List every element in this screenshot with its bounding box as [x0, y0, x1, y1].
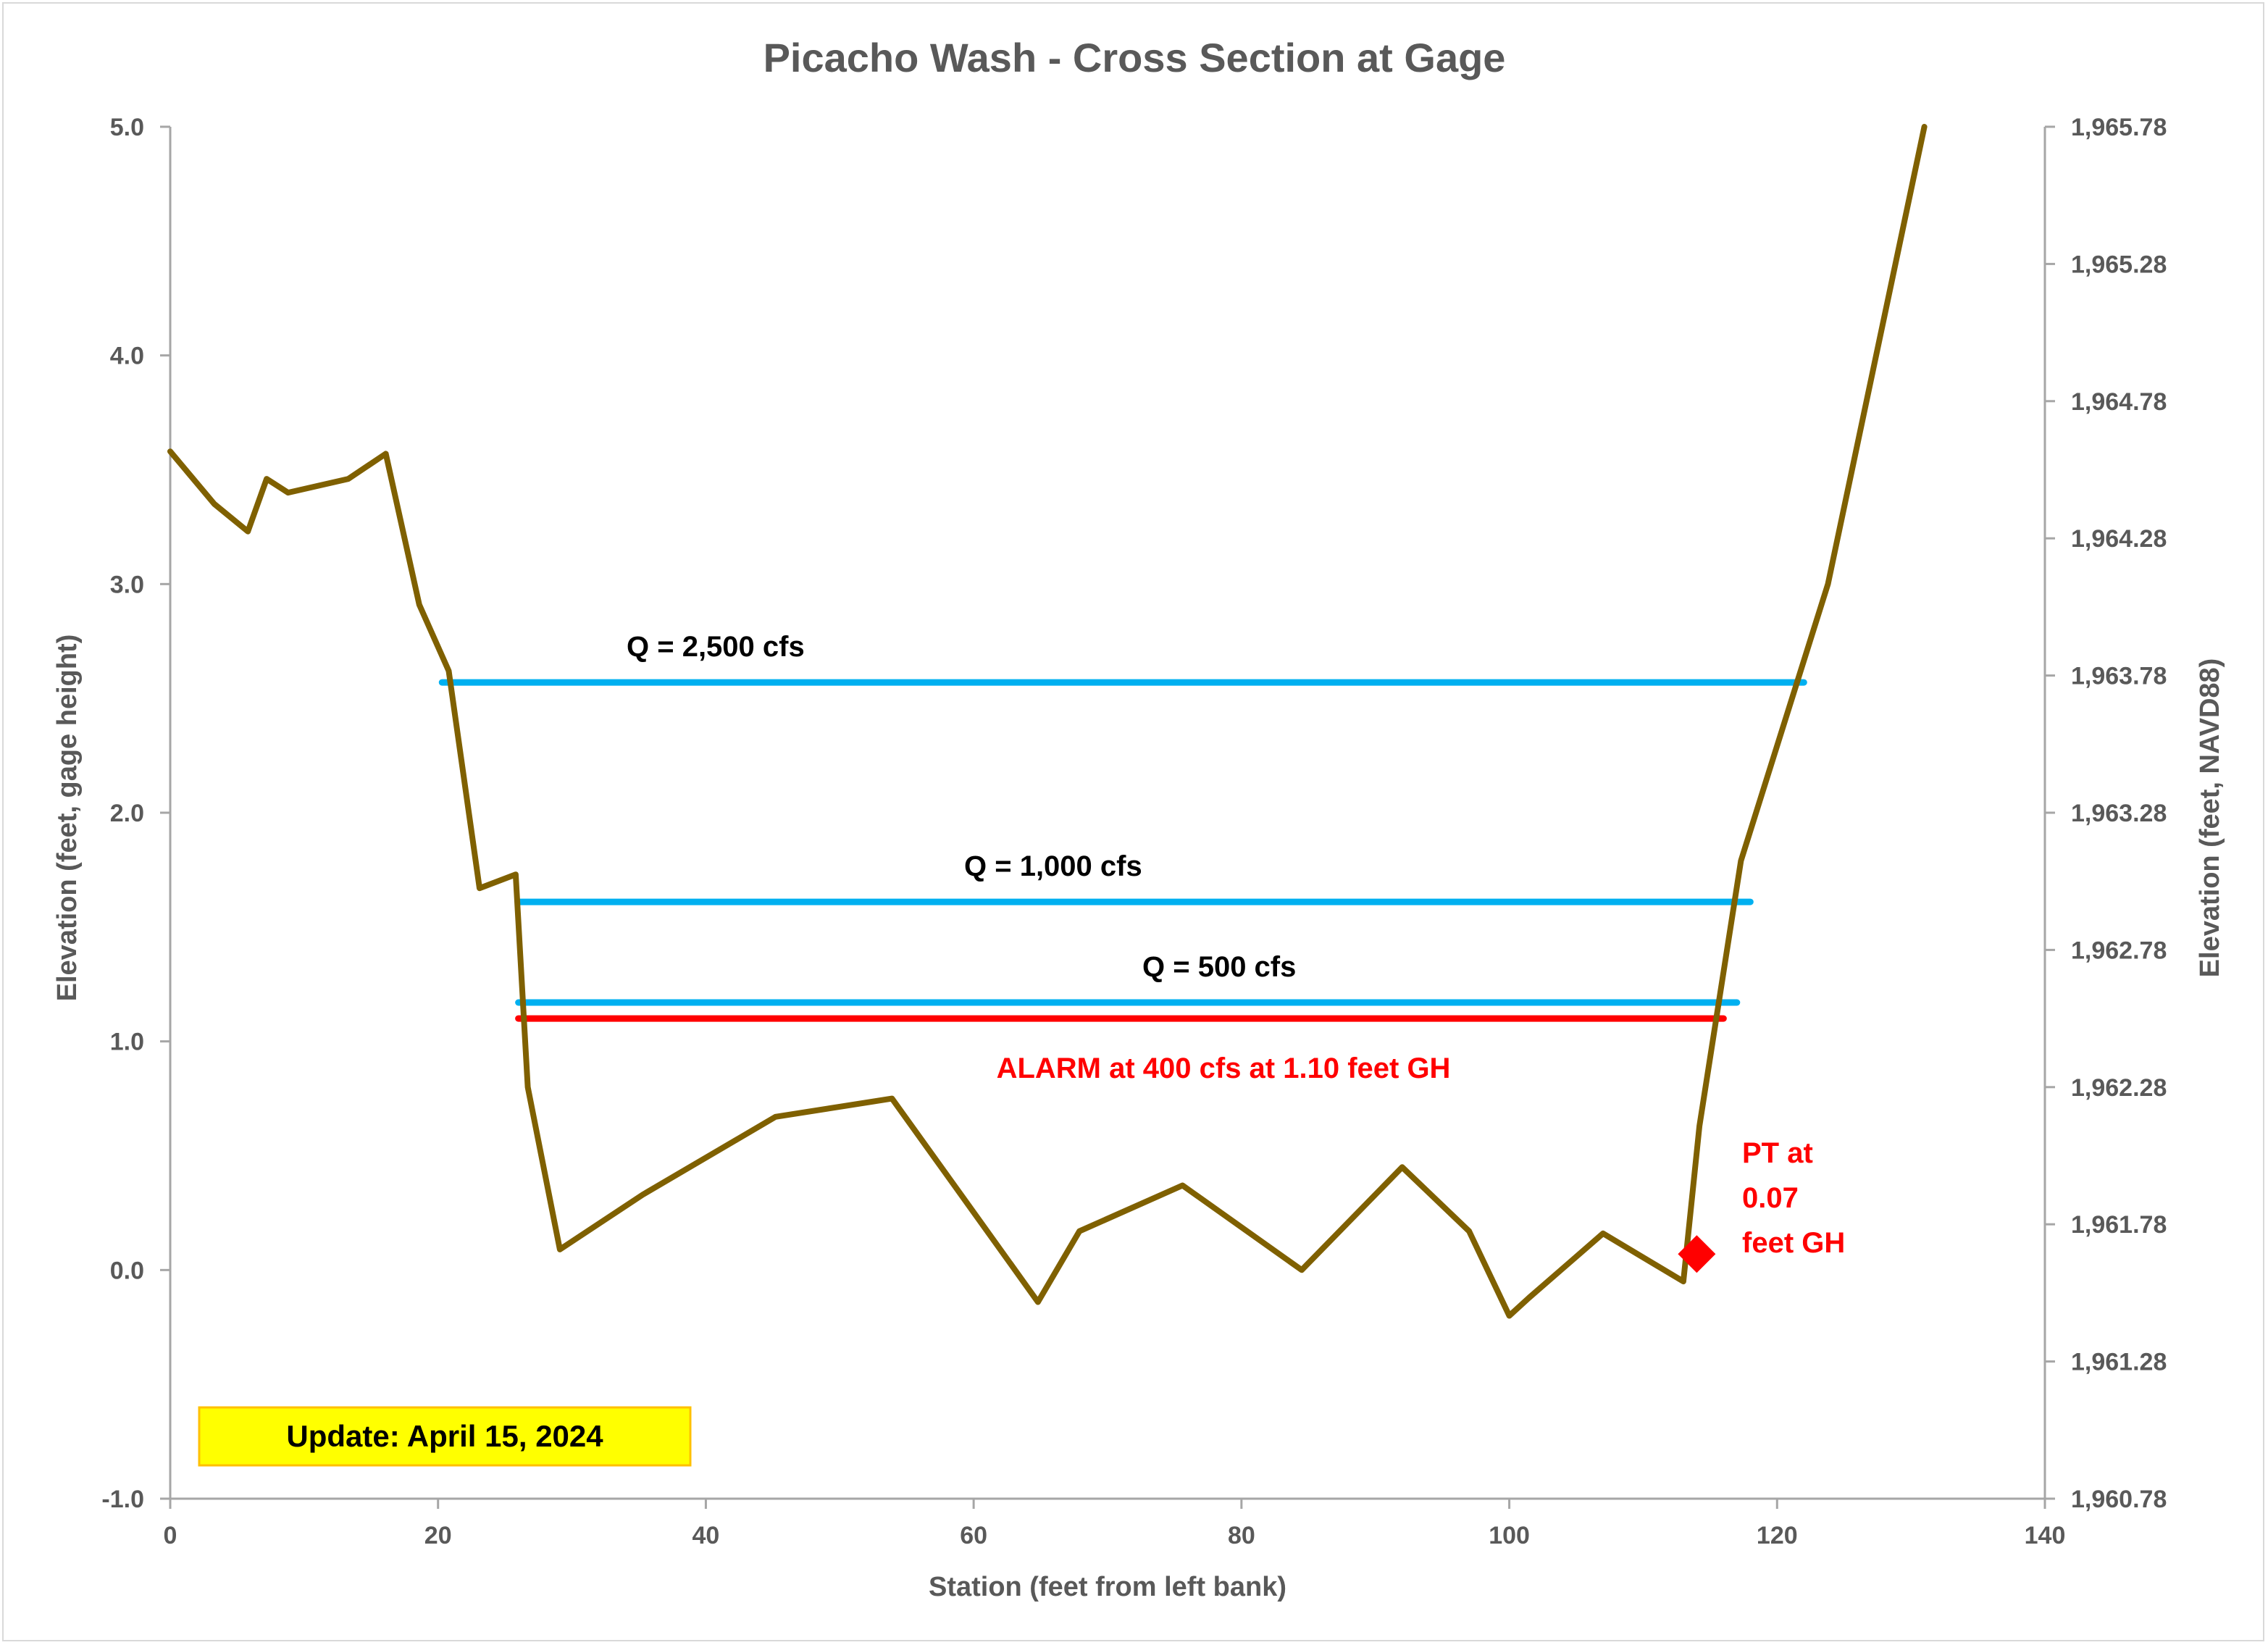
- y-tick-label: 0.0: [110, 1257, 144, 1284]
- x-tick-label: 120: [1757, 1522, 1798, 1549]
- x-tick-labels: 0 20 40 60 80 100 120 140: [164, 1499, 2066, 1549]
- x-tick-label: 40: [692, 1522, 720, 1549]
- alarm-line-group: ALARM at 400 cfs at 1.10 feet GH: [515, 1015, 1727, 1084]
- x-tick-label: 140: [2025, 1522, 2066, 1549]
- y2-tick-label: 1,962.28: [2071, 1074, 2167, 1102]
- y2-tick-label: 1,962.78: [2071, 937, 2167, 964]
- x-tick-label: 100: [1489, 1522, 1530, 1549]
- y-tick-label: 3.0: [110, 571, 144, 598]
- y2-axis-title: Elevation (feet, NAVD88): [2195, 658, 2225, 978]
- y2-tick-label: 1,963.78: [2071, 663, 2167, 690]
- pt-label-line: 0.07: [1742, 1182, 1799, 1214]
- y2-tick-labels: 1,960.78 1,961.28 1,961.78 1,962.28 1,962.78…: [2045, 114, 2167, 1513]
- alarm-label: ALARM at 400 cfs at 1.10 feet GH: [997, 1052, 1451, 1084]
- pt-marker: [1678, 1235, 1716, 1273]
- y2-tick-label: 1,960.78: [2071, 1486, 2167, 1513]
- cross-section-series: [167, 124, 1928, 1319]
- x-axis-title: Station (feet from left bank): [929, 1572, 1286, 1602]
- y-tick-label: -1.0: [101, 1486, 144, 1513]
- y-tick-labels: -1.0 0.0 1.0 2.0 3.0 4.0 5.0: [101, 114, 170, 1513]
- pt-label-line: feet GH: [1742, 1227, 1845, 1259]
- y-tick-label: 5.0: [110, 114, 144, 141]
- x-tick-label: 60: [960, 1522, 987, 1549]
- y-tick-label: 4.0: [110, 343, 144, 370]
- y2-tick-label: 1,965.28: [2071, 251, 2167, 278]
- flow-line-label: Q = 2,500 cfs: [627, 631, 805, 663]
- y2-tick-label: 1,961.28: [2071, 1349, 2167, 1376]
- x-tick-label: 80: [1228, 1522, 1255, 1549]
- update-note: Update: April 15, 2024: [286, 1419, 603, 1453]
- chart-canvas: Picacho Wash - Cross Section at Gage Sta…: [52, 35, 2225, 1602]
- y-tick-label: 1.0: [110, 1029, 144, 1056]
- y2-tick-label: 1,965.78: [2071, 114, 2167, 141]
- pt-label-line: PT at: [1742, 1137, 1813, 1169]
- update-box: [198, 1406, 692, 1467]
- y-tick-label: 2.0: [110, 800, 144, 827]
- y2-tick-label: 1,961.78: [2071, 1211, 2167, 1239]
- y2-tick-label: 1,963.28: [2071, 800, 2167, 827]
- y-axis-title: Elevation (feet, gage height): [52, 635, 83, 1002]
- x-tick-label: 20: [424, 1522, 452, 1549]
- axes: [169, 127, 2046, 1500]
- y2-tick-label: 1,964.28: [2071, 525, 2167, 553]
- cross-section-line: [167, 124, 1928, 1319]
- y2-tick-label: 1,964.78: [2071, 388, 2167, 416]
- flow-lines: Q = 2,500 cfs Q = 1,000 cfs Q = 500 cfs: [438, 631, 1807, 1006]
- x-tick-label: 0: [164, 1522, 177, 1549]
- chart-title: Picacho Wash - Cross Section at Gage: [763, 35, 1506, 80]
- flow-line-label: Q = 1,000 cfs: [964, 850, 1142, 882]
- flow-line-label: Q = 500 cfs: [1142, 951, 1296, 983]
- pt-marker-group: PT at 0.07 feet GH: [1678, 1137, 1845, 1273]
